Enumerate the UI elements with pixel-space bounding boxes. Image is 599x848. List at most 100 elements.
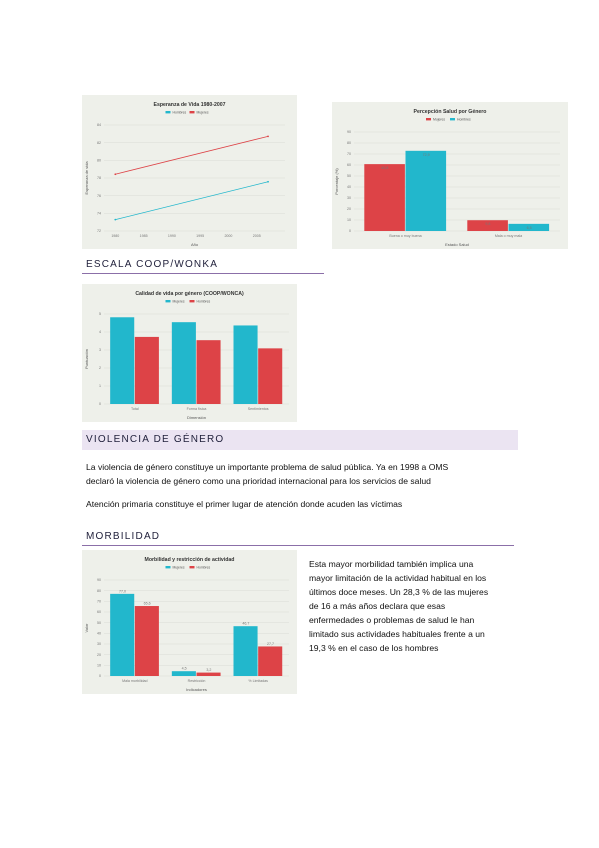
legend-swatch [426, 118, 431, 121]
series-line [115, 135, 269, 175]
x-tick-label: 1985 [140, 234, 148, 238]
bar [258, 646, 283, 676]
bar-value-label: 60,8 [381, 166, 388, 170]
x-tick-label: Total [131, 407, 139, 411]
y-tick-label: 40 [97, 632, 101, 636]
bar-value-label: 3,2 [206, 668, 211, 672]
x-axis-label: Dimensión [187, 415, 206, 420]
y-tick-label: 82 [97, 141, 101, 145]
section-heading-morbilidad: MORBILIDAD [82, 528, 514, 546]
y-tick-label: 74 [97, 212, 101, 216]
legend-label: Hombres [457, 117, 471, 121]
y-tick-label: 50 [97, 621, 101, 625]
x-tick-label: Mala o muy mala [495, 234, 522, 238]
bar [405, 150, 447, 231]
morbilidad-line: últimos doce meses. Un 28,3 % de las muj… [309, 587, 489, 597]
y-tick-label: 30 [347, 196, 351, 200]
legend-label: Mujeres [173, 299, 185, 303]
series-line [115, 181, 269, 221]
data-point [267, 180, 269, 183]
bar-value-label: 65,6 [144, 602, 151, 606]
y-tick-label: 80 [97, 159, 101, 163]
life-expectancy-chart: Esperanza de Vida 1980-2007 Hombres Mujere… [82, 95, 297, 249]
bar-value-label: 6,5 [527, 226, 532, 230]
section-heading-violencia: VIOLENCIA DE GÉNERO [82, 430, 518, 450]
x-tick-label: 1995 [196, 234, 204, 238]
morbilidad-paragraph: Esta mayor morbilidad también implica un… [309, 557, 519, 655]
y-tick-label: 10 [347, 218, 351, 222]
legend-label: Mujeres [197, 110, 209, 114]
y-tick-label: 30 [97, 642, 101, 646]
morbidity-chart-svg: Morbilidad y restricción de actividad Muj… [84, 557, 289, 692]
data-point [114, 173, 117, 176]
y-tick-label: 78 [97, 176, 101, 180]
quality-of-life-chart-svg: Calidad de vida por género (COOP/WONCA) M… [84, 291, 289, 420]
y-tick-label: 84 [97, 123, 101, 127]
bar [134, 606, 159, 676]
y-tick-label: 20 [97, 653, 101, 657]
y-tick-label: 72 [97, 229, 101, 233]
data-point [114, 218, 117, 221]
bar [233, 325, 258, 404]
x-tick-label: Mala morbilidad [122, 679, 147, 683]
bar [364, 164, 405, 231]
bar-value-label: 77,0 [119, 589, 126, 593]
bar-value-label: 4,5 [182, 667, 187, 671]
legend-swatch [189, 566, 195, 569]
y-tick-label: 70 [347, 152, 351, 156]
y-tick-label: 80 [97, 589, 101, 593]
y-tick-label: 1 [99, 384, 101, 388]
morbidity-chart: Morbilidad y restricción de actividad Muj… [82, 550, 297, 694]
morbilidad-line: enfermedades o problemas de salud le han [309, 615, 475, 625]
y-tick-label: 90 [97, 578, 101, 582]
y-axis-label: Valor [84, 623, 89, 633]
legend-label: Hombres [197, 565, 211, 569]
x-tick-label: 2005 [253, 234, 261, 238]
x-tick-label: 2000 [224, 234, 232, 238]
y-tick-label: 50 [347, 174, 351, 178]
bar-value-label: 9,8 [485, 222, 490, 226]
x-axis-label: Estado Salud [445, 242, 469, 247]
bar-value-label: 27,7 [267, 642, 274, 646]
section-heading-escala: ESCALA COOP/WONKA [82, 256, 324, 274]
health-perception-chart: Percepción Salud por Género Mujeres Hombre… [332, 102, 568, 249]
y-tick-label: 4 [99, 330, 101, 334]
x-tick-label: Sentimientos [248, 407, 269, 411]
y-tick-label: 0 [99, 674, 101, 678]
violencia-paragraph-1: La violencia de género constituye un imp… [86, 460, 526, 488]
bar [171, 322, 196, 404]
y-tick-label: 90 [347, 130, 351, 134]
legend-swatch [189, 300, 195, 303]
x-tick-label: Buena o muy buena [389, 234, 421, 238]
morbilidad-line: mayor limitación de la actividad habitua… [309, 573, 487, 583]
bar [171, 671, 196, 676]
y-tick-label: 5 [99, 312, 101, 316]
y-tick-label: 80 [347, 141, 351, 145]
legend-label: Mujeres [173, 565, 185, 569]
y-axis-label: Puntuación [84, 349, 89, 369]
legend-swatch [189, 111, 195, 114]
legend-swatch [165, 566, 171, 569]
y-tick-label: 60 [347, 163, 351, 167]
chart-title: Calidad de vida por género (COOP/WONCA) [135, 291, 244, 297]
x-tick-label: Restricción [188, 679, 206, 683]
chart-title: Esperanza de Vida 1980-2007 [154, 102, 226, 108]
bar [110, 317, 135, 404]
legend-swatch [165, 300, 171, 303]
bar-value-label: 72,9 [423, 153, 430, 157]
y-axis-label: Porcentaje (%) [334, 168, 339, 195]
chart-title: Morbilidad y restricción de actividad [145, 557, 235, 563]
legend-label: Mujeres [433, 117, 445, 121]
bar [467, 220, 508, 231]
bar [110, 593, 135, 676]
legend-swatch [450, 118, 455, 121]
legend-label: Hombres [197, 299, 211, 303]
x-axis-label: Indicadores [186, 687, 207, 692]
y-tick-label: 3 [99, 348, 101, 352]
y-tick-label: 40 [347, 185, 351, 189]
violencia-paragraph-1-line-2: declaró la violencia de género como una … [86, 476, 431, 486]
morbilidad-line: 19,3 % en el caso de los hombres [309, 643, 439, 653]
bar [134, 336, 159, 404]
morbilidad-line: limitado sus actividades habituales fren… [309, 629, 485, 639]
life-expectancy-chart-svg: Esperanza de Vida 1980-2007 Hombres Mujere… [84, 102, 285, 247]
